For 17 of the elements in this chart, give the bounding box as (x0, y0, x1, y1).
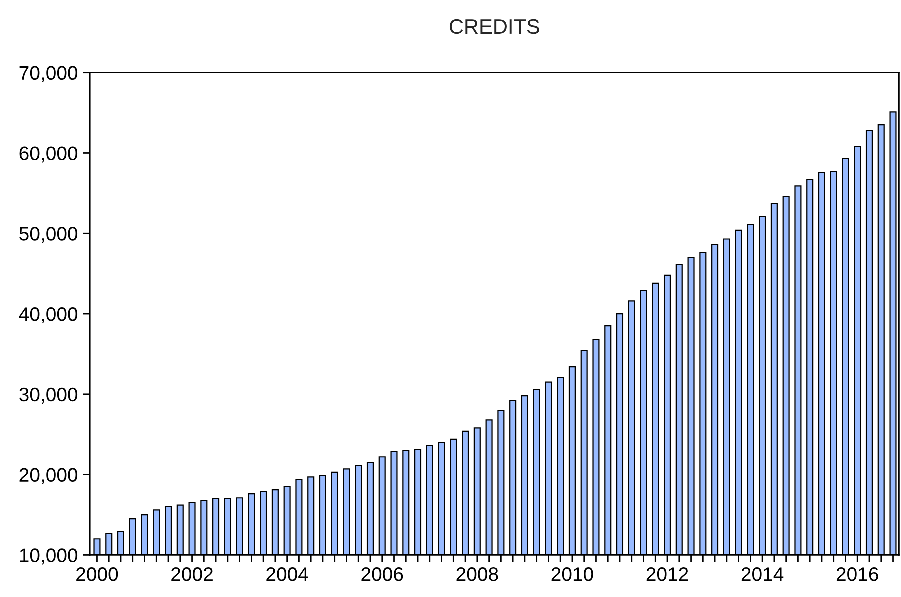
y-tick-label: 50,000 (20, 227, 78, 244)
y-tick-label: 70,000 (20, 66, 78, 82)
x-tick-label: 2002 (172, 568, 213, 582)
x-tick-label: 2008 (456, 568, 498, 582)
x-tick-label: 2012 (646, 568, 688, 582)
y-tick-label: 60,000 (20, 146, 78, 163)
y-tick-label: 20,000 (20, 468, 78, 484)
x-tick-label: 2006 (362, 568, 404, 582)
y-tick-label: 10,000 (20, 548, 78, 565)
x-tick-label: 2004 (266, 568, 308, 582)
x-tick-label: 2016 (836, 568, 878, 582)
y-tick-label: 40,000 (19, 307, 78, 324)
x-tick-label: 2000 (76, 568, 118, 582)
chart-title: CREDITS (450, 19, 540, 34)
x-tick-label: 2014 (742, 568, 784, 582)
y-tick-label: 30,000 (20, 388, 78, 404)
x-tick-label: 2010 (552, 568, 594, 582)
